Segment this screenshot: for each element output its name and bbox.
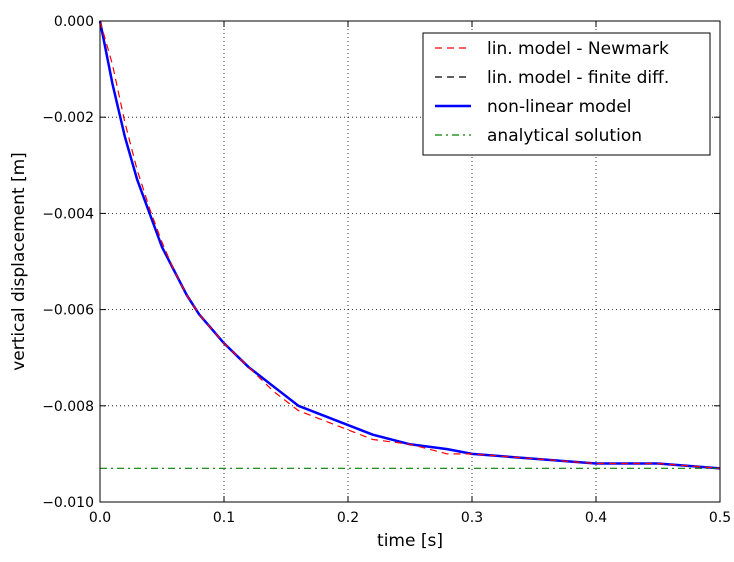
legend-label-0: lin. model - Newmark [487,39,669,59]
y-tick-label: −0.006 [42,303,94,319]
x-tick-label: 0.5 [709,510,731,526]
legend-label-3: analytical solution [487,126,642,146]
x-tick-label: 0.3 [461,510,483,526]
series-group [98,20,721,470]
legend: lin. model - Newmark lin. model - finite … [422,32,711,156]
x-tick-label: 0.2 [337,510,359,526]
y-tick-label: −0.008 [42,399,94,415]
x-tick-label: 0.1 [213,510,235,526]
legend-label-2: non-linear model [487,97,632,117]
x-tick-label: 0.4 [585,510,607,526]
y-tick-label: −0.002 [42,110,94,126]
y-axis-label: vertical displacement [m] [9,152,29,371]
legend-label-1: lin. model - finite diff. [487,68,669,88]
x-axis-label: time [s] [377,531,443,551]
plot-frame [99,20,721,503]
series-line-0 [99,20,721,469]
y-tick-label: −0.010 [42,495,94,511]
x-tick-label: 0.0 [89,510,111,526]
ticks: 0.0 0.1 0.2 0.3 0.4 0.5 0.000 −0.002 −0.004 −0.00… [42,14,731,526]
y-tick-label: −0.004 [42,206,94,222]
y-tick-label: 0.000 [54,14,94,30]
